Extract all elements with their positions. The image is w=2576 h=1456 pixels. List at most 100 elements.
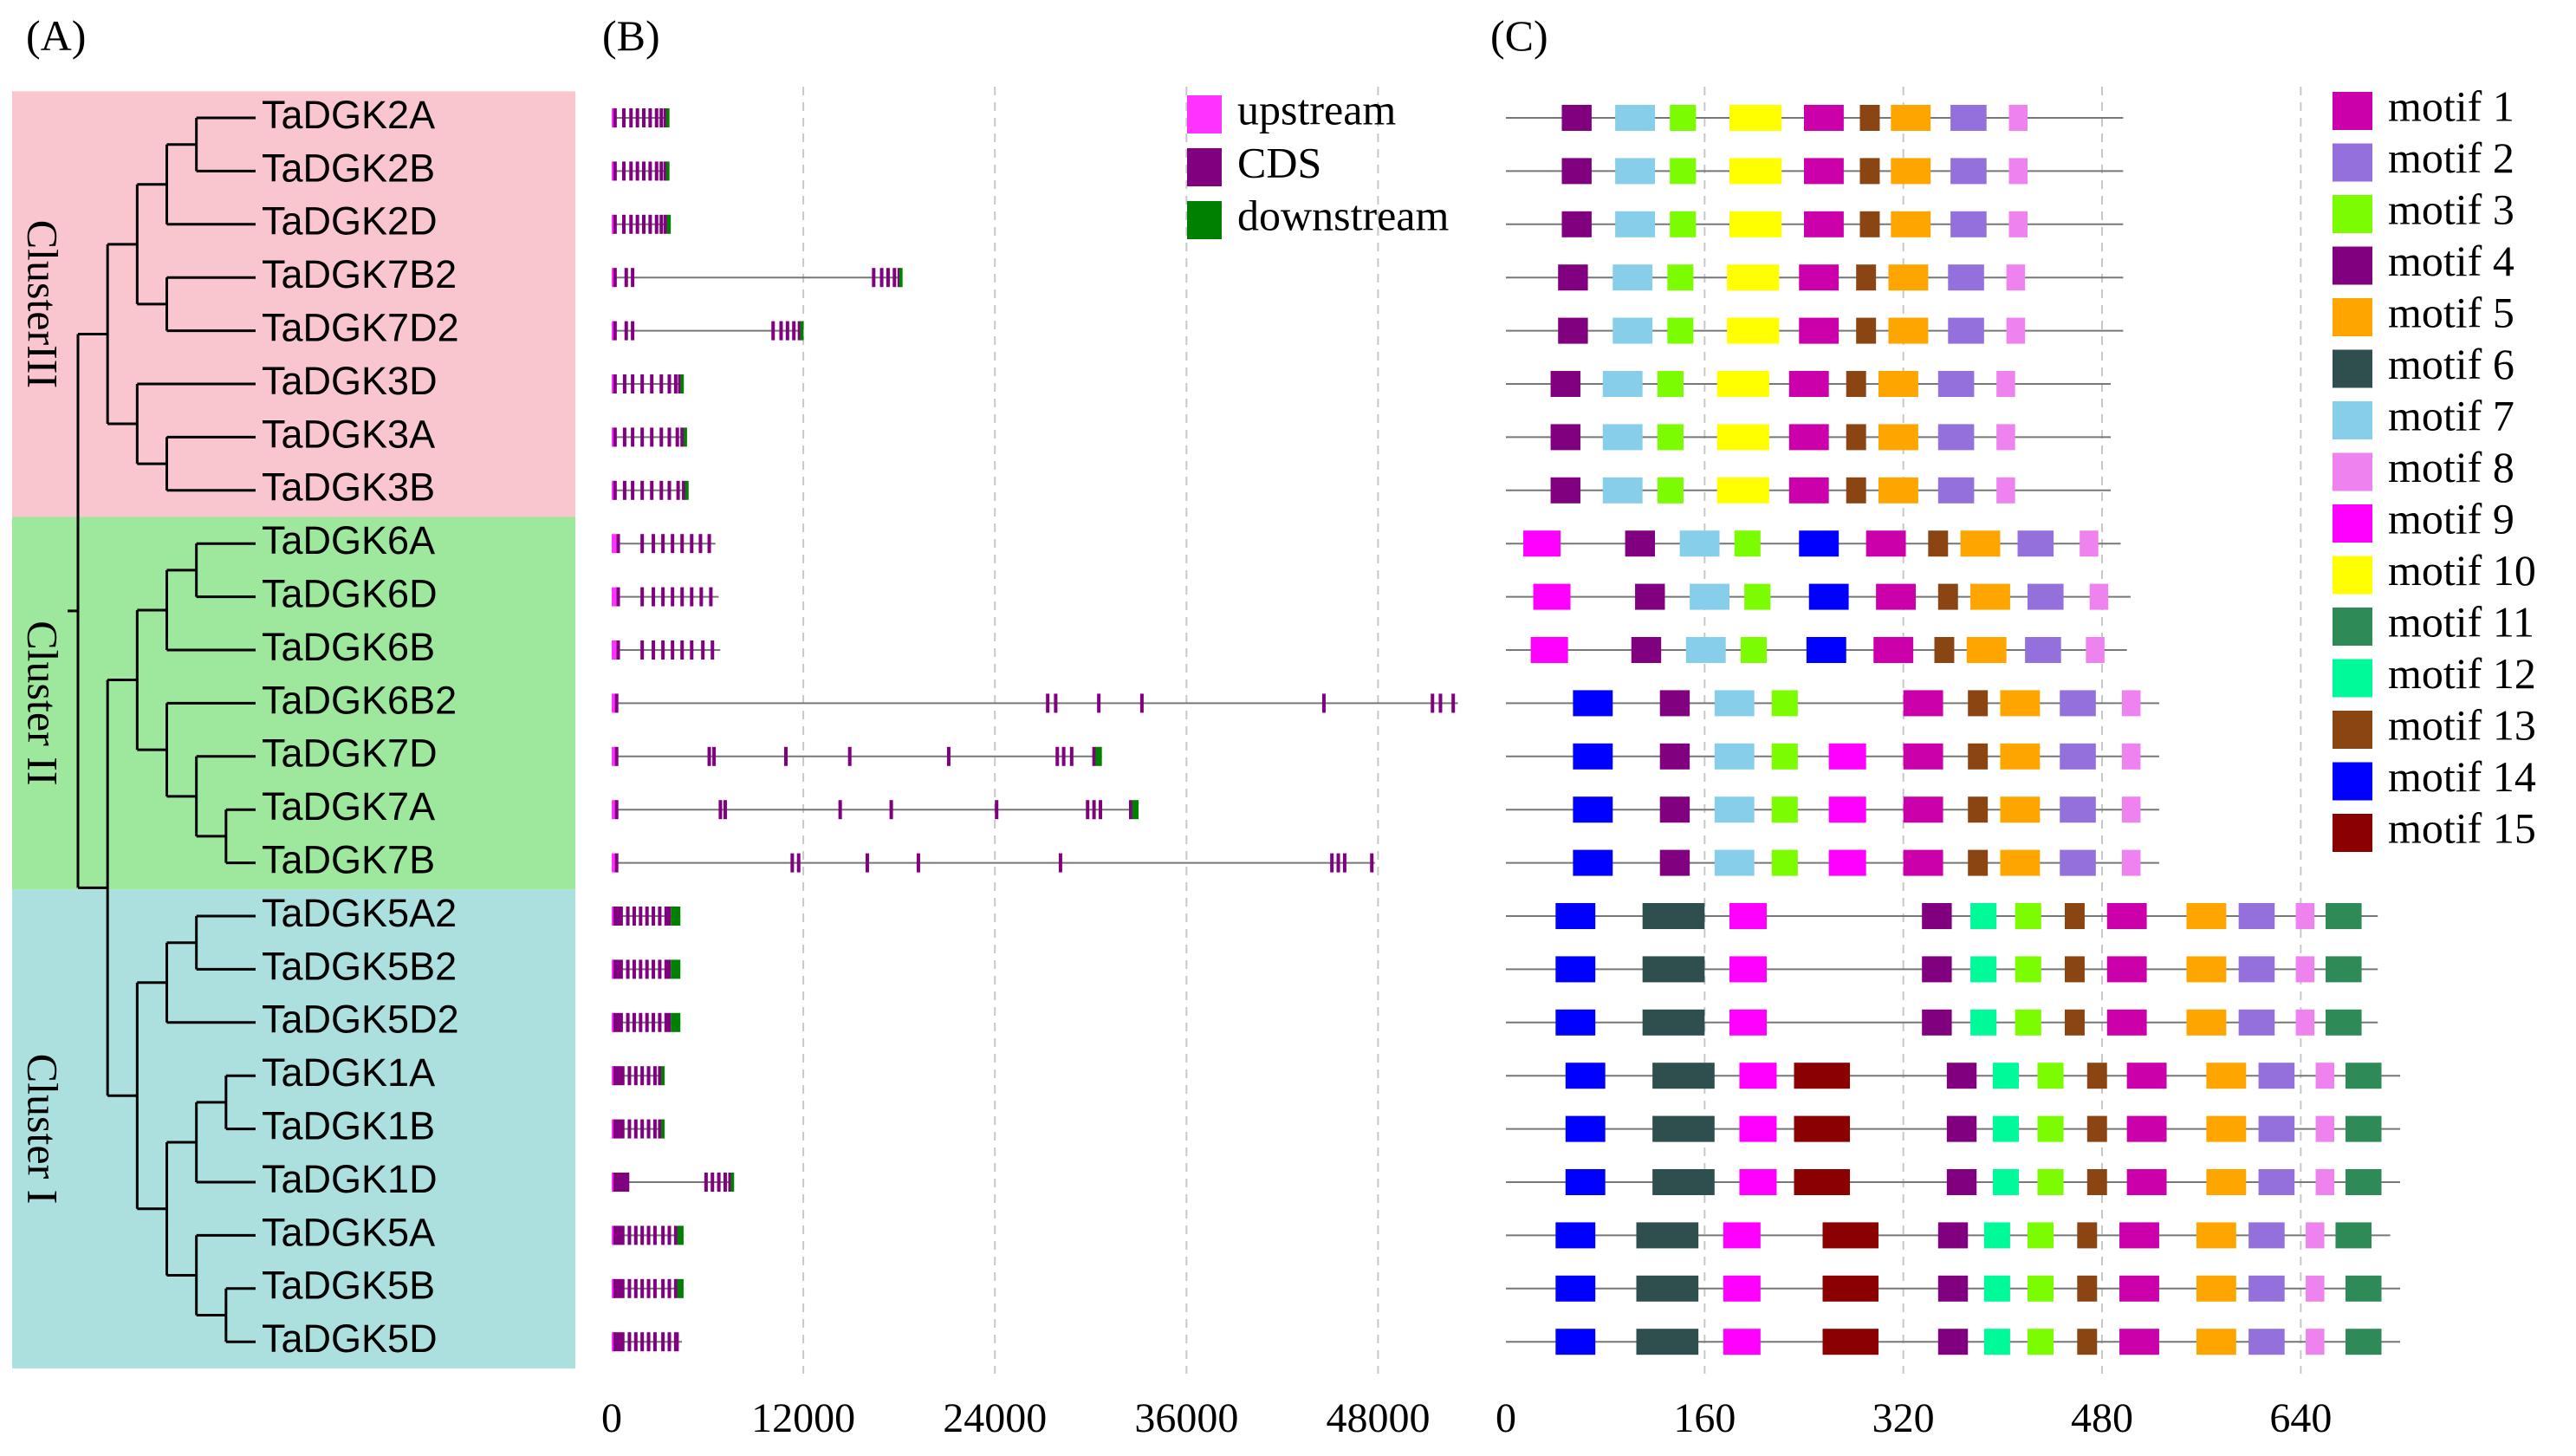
cds-exon bbox=[640, 1066, 645, 1086]
motif-box-5 bbox=[2206, 1169, 2247, 1195]
cds-exon bbox=[621, 108, 626, 127]
motif-box-4 bbox=[1561, 158, 1592, 185]
cds-exon bbox=[1098, 800, 1102, 820]
cds-exon bbox=[613, 1012, 623, 1032]
gene-label: TaDGK2A bbox=[262, 93, 435, 137]
motif-box-1 bbox=[2126, 1115, 2167, 1142]
motif-box-1 bbox=[1876, 583, 1916, 610]
motif-box-5 bbox=[2196, 1222, 2236, 1249]
motif-box-1 bbox=[1865, 530, 1906, 557]
cds-exon bbox=[650, 480, 654, 500]
motif-box-1 bbox=[2126, 1169, 2167, 1195]
gene-label: TaDGK7B2 bbox=[262, 252, 457, 296]
downstream-utr bbox=[1095, 746, 1102, 766]
gene-label: TaDGK2D bbox=[262, 199, 438, 244]
motif-box-5 bbox=[1970, 583, 2010, 610]
cds-exon bbox=[629, 214, 633, 234]
legend-swatch-motif-9 bbox=[2333, 504, 2372, 543]
motif-box-3 bbox=[1771, 796, 1798, 823]
cds-exon bbox=[627, 1066, 632, 1086]
legend-label-motif-7: motif 7 bbox=[2388, 391, 2514, 439]
motif-box-7 bbox=[1714, 796, 1755, 823]
motif-box-15 bbox=[1822, 1275, 1878, 1302]
motif-box-2 bbox=[2060, 849, 2096, 876]
motif-box-5 bbox=[1878, 371, 1918, 397]
motif-box-13 bbox=[2065, 903, 2085, 929]
cds-exon bbox=[682, 480, 686, 500]
motif-box-4 bbox=[1631, 637, 1662, 663]
cds-exon bbox=[626, 907, 630, 926]
motif-box-5 bbox=[2206, 1063, 2247, 1089]
motif-box-4 bbox=[1659, 796, 1690, 823]
motif-box-2 bbox=[1950, 211, 1987, 237]
cds-exon bbox=[680, 640, 685, 660]
cluster-band-1 bbox=[12, 517, 575, 890]
cds-exon bbox=[667, 1278, 672, 1298]
motif-box-5 bbox=[1960, 530, 2001, 557]
motif-box-14 bbox=[1573, 690, 1613, 717]
legend-swatch-motif-6 bbox=[2333, 349, 2372, 388]
cds-exon bbox=[676, 480, 680, 500]
motif-box-1 bbox=[2106, 956, 2147, 983]
gene-name-labels: TaDGK2A TaDGK2B TaDGK2D TaDGK7B2 TaDGK7D2 TaD… bbox=[262, 93, 459, 1361]
motif-box-3 bbox=[2028, 1275, 2054, 1302]
legend-label-motif-1: motif 1 bbox=[2388, 81, 2514, 130]
cds-exon bbox=[1092, 746, 1096, 766]
cds-exon bbox=[633, 1332, 638, 1352]
cds-exon bbox=[621, 161, 626, 181]
legend-label-motif-14: motif 14 bbox=[2388, 752, 2536, 801]
motif-box-2 bbox=[2028, 583, 2064, 610]
motif-box-1 bbox=[2126, 1063, 2167, 1089]
cds-exon bbox=[642, 214, 646, 234]
cds-exon bbox=[621, 214, 626, 234]
tick-label-c: 160 bbox=[1673, 1395, 1736, 1441]
downstream-utr bbox=[683, 427, 687, 447]
cds-exon bbox=[667, 1332, 672, 1352]
cds-exon bbox=[648, 214, 652, 234]
axis-tick-labels: 0 12000 24000 36000 48000 0 160 320 480 640 bbox=[601, 1395, 2332, 1441]
gene-label: TaDGK7D2 bbox=[262, 305, 459, 349]
gene-label: TaDGK5A bbox=[262, 1210, 435, 1254]
cds-exon bbox=[613, 1119, 625, 1139]
motif-box-13 bbox=[1846, 424, 1866, 451]
cds-exon bbox=[667, 1225, 672, 1245]
cluster-band-0 bbox=[12, 91, 575, 517]
legend-label-motif-11: motif 11 bbox=[2388, 597, 2534, 646]
motif-box-9 bbox=[1729, 956, 1767, 983]
cds-exon bbox=[645, 959, 649, 979]
motif-box-7 bbox=[1714, 690, 1755, 717]
cds-exon bbox=[797, 321, 801, 341]
cds-exon bbox=[616, 587, 620, 607]
cluster-backgrounds: ClusterIII Cluster II Cluster I bbox=[12, 91, 575, 1368]
cds-exon bbox=[680, 587, 685, 607]
motif-box-13 bbox=[1928, 530, 1949, 557]
cds-exon bbox=[661, 1278, 665, 1298]
cds-exon bbox=[614, 853, 619, 873]
cds-exon bbox=[663, 161, 667, 181]
cds-exon bbox=[658, 907, 662, 926]
motif-box-10 bbox=[1729, 158, 1782, 185]
cds-exon bbox=[717, 1173, 721, 1192]
motif-box-7 bbox=[1685, 637, 1726, 663]
motif-box-3 bbox=[2015, 1009, 2041, 1036]
motif-box-8 bbox=[2315, 1115, 2335, 1142]
cds-exon bbox=[659, 214, 664, 234]
upstream-utr bbox=[612, 853, 615, 873]
motif-box-5 bbox=[2000, 796, 2041, 823]
motif-box-2 bbox=[2258, 1115, 2295, 1142]
motif-box-9 bbox=[1729, 903, 1767, 929]
cds-exon bbox=[613, 1066, 625, 1086]
cds-exon bbox=[671, 534, 675, 554]
motif-box-8 bbox=[2121, 849, 2141, 876]
downstream-utr bbox=[665, 108, 670, 127]
cds-exon bbox=[659, 374, 664, 393]
gene-label: TaDGK1D bbox=[262, 1157, 438, 1201]
motif-box-13 bbox=[1859, 158, 1880, 185]
gene-label: TaDGK2B bbox=[262, 146, 435, 190]
legend-swatch-motif-13 bbox=[2333, 711, 2372, 749]
cds-exon bbox=[622, 427, 626, 447]
motif-box-9 bbox=[1530, 637, 1568, 663]
cds-exon bbox=[613, 1278, 625, 1298]
motif-box-14 bbox=[1555, 1275, 1596, 1302]
motif-box-3 bbox=[1744, 583, 1771, 610]
